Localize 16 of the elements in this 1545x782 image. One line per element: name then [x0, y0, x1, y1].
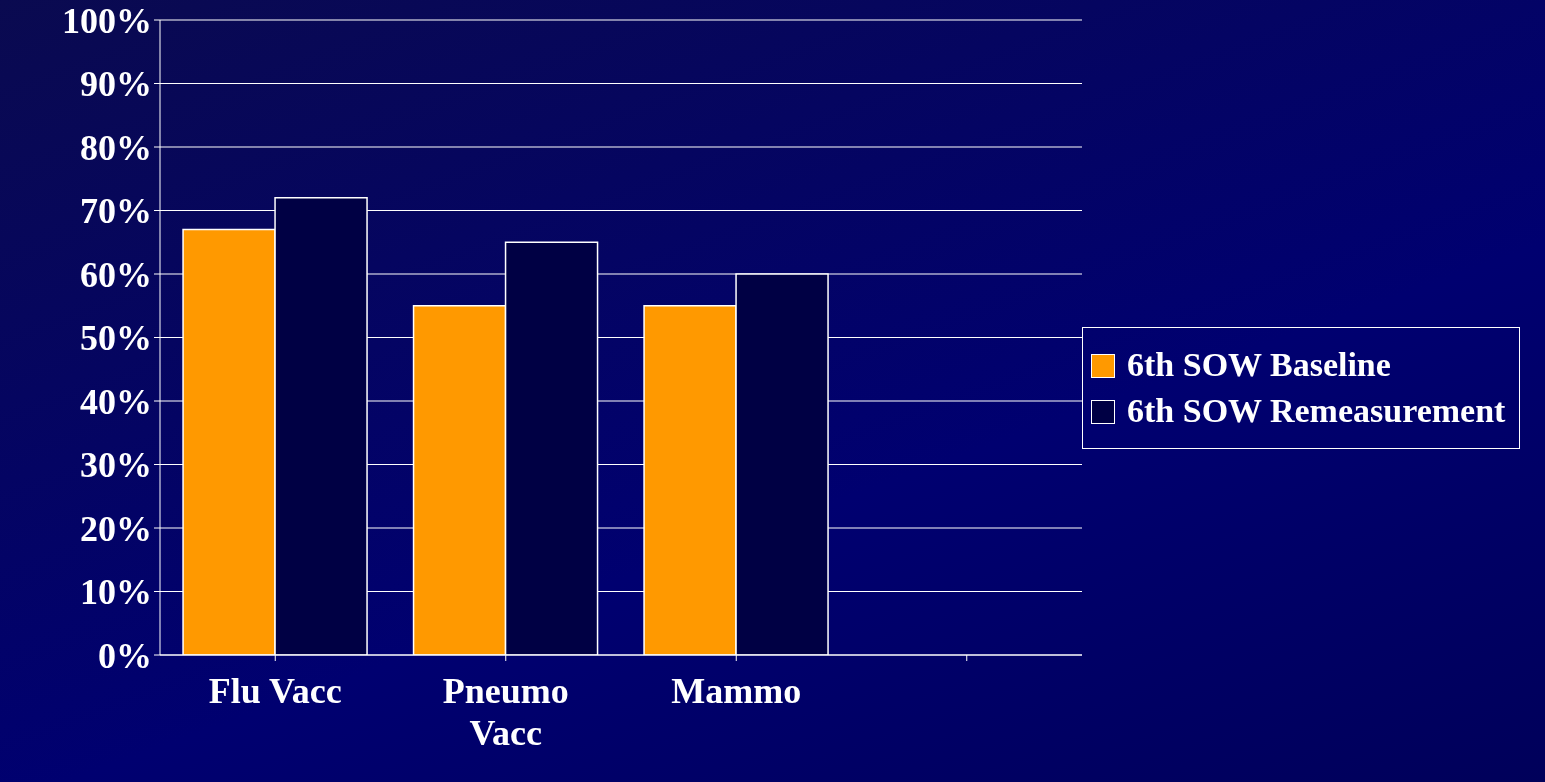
- legend-label: 6th SOW Baseline: [1127, 345, 1391, 384]
- x-tick-label: Pneumo Vacc: [442, 671, 569, 753]
- x-tick-label: Flu Vacc: [208, 671, 342, 711]
- y-tick-label: 90%: [80, 64, 152, 105]
- y-tick-label: 40%: [80, 381, 152, 422]
- y-tick-label: 60%: [80, 254, 152, 295]
- y-tick-label: 50%: [80, 318, 152, 359]
- y-tick-label: 100%: [62, 0, 152, 41]
- y-tick-label: 0%: [98, 635, 152, 676]
- x-tick-label: Mammo: [671, 671, 802, 711]
- y-tick-label: 30%: [80, 445, 152, 486]
- y-tick-label: 20%: [80, 508, 152, 549]
- y-tick-label: 70%: [80, 191, 152, 232]
- legend-label: 6th SOW Remeasurement: [1127, 391, 1506, 430]
- y-tick-label: 10%: [80, 572, 152, 613]
- y-tick-label: 80%: [80, 127, 152, 168]
